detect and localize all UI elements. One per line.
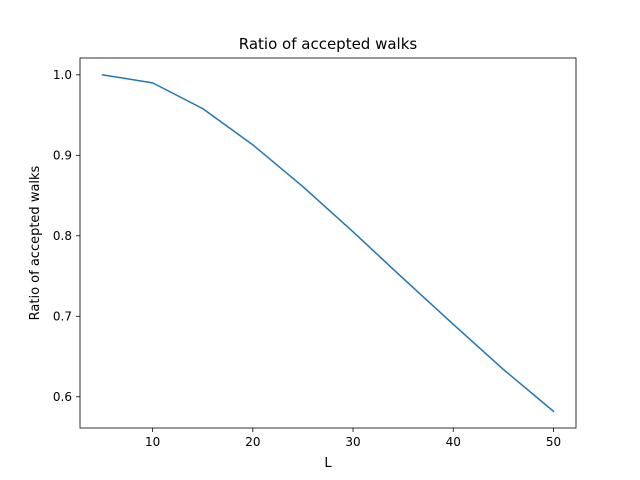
x-axis-label: L [324,456,332,471]
x-tick-label: 50 [546,435,561,449]
series-line-0 [101,73,555,413]
y-axis-label: Ratio of accepted walks [28,165,43,320]
y-tick-label: 0.9 [53,148,72,162]
y-tick-label: 0.6 [53,390,72,404]
x-tick-label: 20 [245,435,260,449]
x-axis-ticks: 10 20 30 40 50 [145,428,561,449]
y-tick-label: 0.8 [53,229,72,243]
series-layer [101,73,555,413]
x-tick-label: 10 [145,435,160,449]
chart-title: Ratio of accepted walks [239,35,418,53]
y-axis-ticks: 0.6 0.7 0.8 0.9 1.0 [53,68,80,404]
y-tick-label: 0.7 [53,309,72,323]
plot-frame [79,57,577,429]
x-tick-label: 30 [345,435,360,449]
plot-area [80,58,576,428]
x-tick-label: 40 [446,435,461,449]
y-tick-label: 1.0 [53,68,72,82]
